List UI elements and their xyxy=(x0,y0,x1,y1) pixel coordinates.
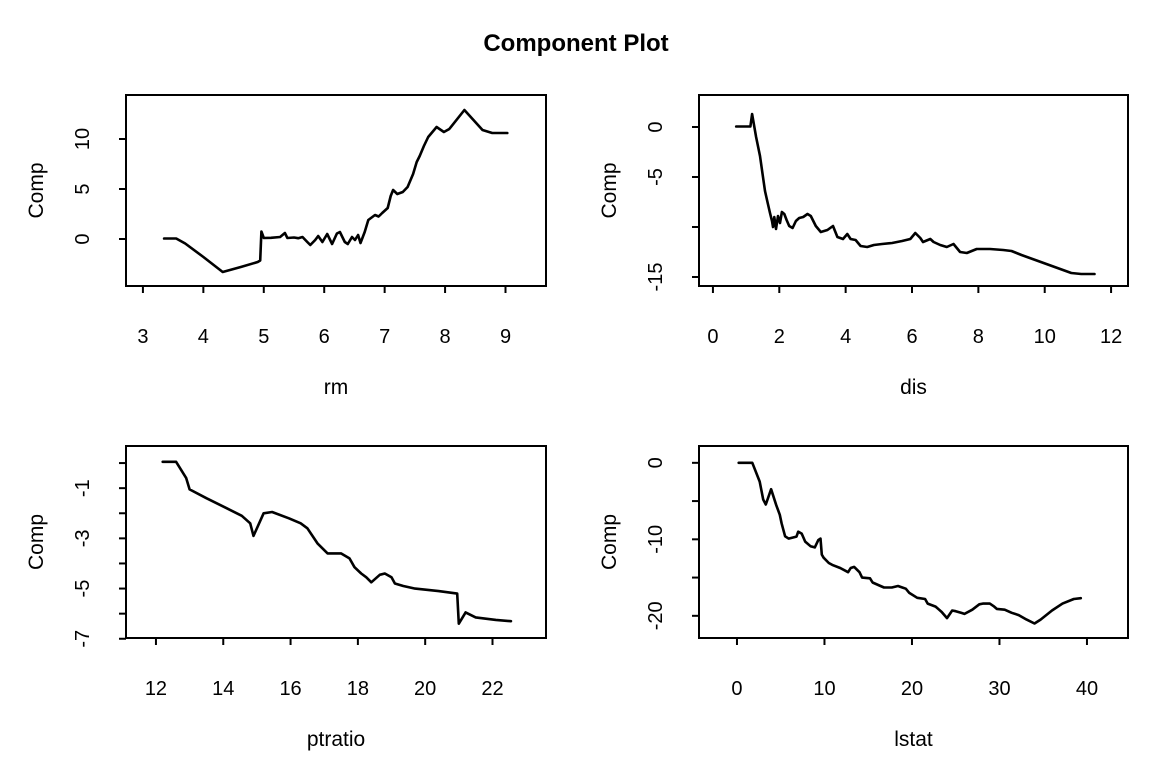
curve-dis xyxy=(734,112,1096,276)
y-tick-label-lstat: -10 xyxy=(645,525,667,554)
panel-lstat: 0 10 20 30 40 0 -10 -20 lstat Comp xyxy=(598,445,1129,751)
x-tick-label-lstat: 40 xyxy=(1076,678,1098,700)
x-tick-label-rm: 3 xyxy=(137,326,148,348)
x-axis-label-lstat: lstat xyxy=(894,728,933,751)
x-tick-label-ptratio: 20 xyxy=(414,678,436,700)
plot-box-lstat xyxy=(698,445,1129,639)
x-tick-label-rm: 6 xyxy=(319,326,330,348)
y-axis-label-lstat: Comp xyxy=(598,514,621,570)
x-tick-label-dis: 2 xyxy=(774,326,785,348)
curve-lstat xyxy=(737,461,1083,625)
panel-ptratio: 12 14 16 18 20 22 -1 -3 -5 -7 ptratio Comp xyxy=(25,445,547,751)
x-tick-label-lstat: 20 xyxy=(901,678,923,700)
x-tick-label-ptratio: 22 xyxy=(481,678,503,700)
x-tick-label-dis: 12 xyxy=(1100,326,1122,348)
x-tick-label-dis: 0 xyxy=(707,326,718,348)
x-tick-label-rm: 9 xyxy=(500,326,511,348)
x-tick-label-ptratio: 12 xyxy=(145,678,167,700)
x-tick-label-rm: 8 xyxy=(440,326,451,348)
x-axis-label-ptratio: ptratio xyxy=(307,728,365,751)
x-tick-label-lstat: 0 xyxy=(731,678,742,700)
y-axis-label-rm: Comp xyxy=(25,162,48,218)
x-tick-label-ptratio: 18 xyxy=(347,678,369,700)
x-tick-label-ptratio: 16 xyxy=(279,678,301,700)
x-tick-label-lstat: 10 xyxy=(813,678,835,700)
x-tick-label-dis: 4 xyxy=(840,326,851,348)
y-tick-label-rm: 0 xyxy=(72,233,94,244)
y-tick-label-dis: -5 xyxy=(645,168,667,186)
chart-title: Component Plot xyxy=(483,30,669,57)
x-tick-label-dis: 8 xyxy=(973,326,984,348)
x-tick-label-ptratio: 14 xyxy=(212,678,234,700)
plot-box-rm xyxy=(125,94,547,287)
panel-rm: 3 4 5 6 7 8 9 0 5 10 rm Comp xyxy=(25,94,547,399)
x-tick-label-dis: 10 xyxy=(1034,326,1056,348)
x-tick-label-rm: 4 xyxy=(198,326,209,348)
y-axis-label-dis: Comp xyxy=(598,162,621,218)
y-tick-label-ptratio: -1 xyxy=(72,479,94,497)
y-tick-label-lstat: -20 xyxy=(645,601,667,630)
plot-box-ptratio xyxy=(125,445,547,639)
x-axis-label-dis: dis xyxy=(900,376,927,399)
curve-rm xyxy=(162,108,509,274)
y-tick-label-rm: 10 xyxy=(72,128,94,150)
x-axis-label-rm: rm xyxy=(324,376,349,399)
plot-box-dis xyxy=(698,94,1129,287)
curve-ptratio xyxy=(161,460,513,625)
x-tick-label-lstat: 30 xyxy=(988,678,1010,700)
y-tick-label-ptratio: -5 xyxy=(72,580,94,598)
y-tick-label-lstat: 0 xyxy=(645,457,667,468)
y-tick-label-ptratio: -3 xyxy=(72,529,94,547)
y-axis-label-ptratio: Comp xyxy=(25,514,48,570)
y-tick-label-dis: -15 xyxy=(645,263,667,292)
y-tick-label-rm: 5 xyxy=(72,183,94,194)
y-tick-label-dis: 0 xyxy=(645,121,667,132)
x-tick-label-rm: 7 xyxy=(379,326,390,348)
panel-dis: 0 2 4 6 8 10 12 0 -5 -15 dis Comp xyxy=(598,94,1129,399)
y-tick-label-ptratio: -7 xyxy=(72,630,94,648)
x-tick-label-rm: 5 xyxy=(258,326,269,348)
x-tick-label-dis: 6 xyxy=(906,326,917,348)
